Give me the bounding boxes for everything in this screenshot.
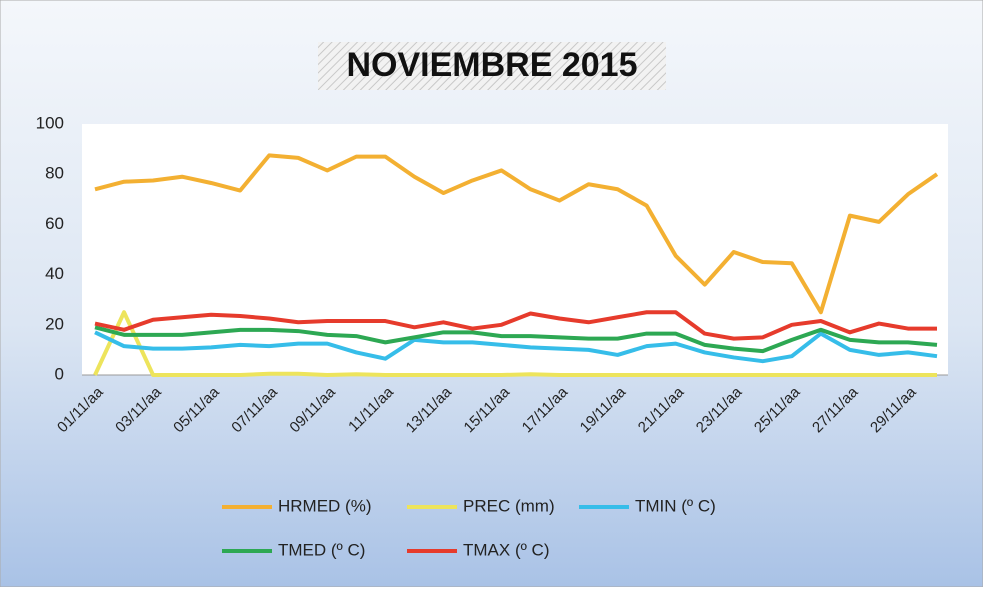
series-line <box>94 310 937 341</box>
legend-label: TMIN (º C) <box>635 496 716 515</box>
y-tick-label: 20 <box>45 314 64 333</box>
series-line <box>93 310 937 377</box>
plot-area <box>82 124 948 375</box>
y-tick-label: 0 <box>55 364 64 383</box>
legend-label: TMED (º C) <box>278 540 365 559</box>
legend-label: HRMED (%) <box>278 496 372 515</box>
series-line <box>94 153 939 315</box>
series-line <box>94 330 938 364</box>
y-tick-label: 60 <box>45 214 64 233</box>
title-box <box>318 42 666 90</box>
y-tick-label: 100 <box>36 113 64 132</box>
series-line <box>94 325 938 354</box>
chart-title: NOVIEMBRE 2015 <box>347 46 638 84</box>
y-tick-label: 40 <box>45 264 64 283</box>
y-tick-label: 80 <box>45 164 64 183</box>
legend-label: TMAX (º C) <box>463 540 549 559</box>
legend-label: PREC (mm) <box>463 496 555 515</box>
